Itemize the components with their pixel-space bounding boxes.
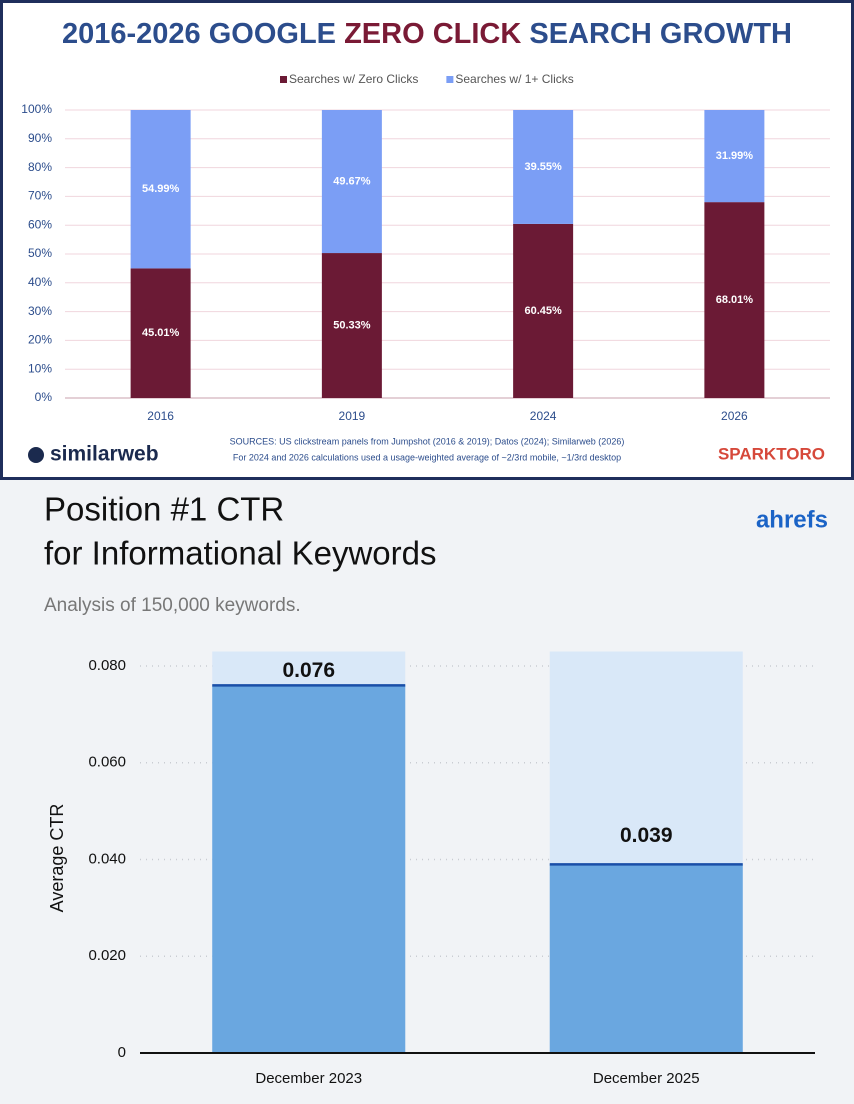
bar xyxy=(212,685,406,1053)
chart-title: for Informational Keywords xyxy=(44,535,437,572)
y-tick-label: 0.060 xyxy=(88,754,126,771)
value-label: 49.67% xyxy=(333,175,371,187)
y-tick-label: 70% xyxy=(28,189,52,203)
bar-segment xyxy=(130,110,191,269)
y-tick-label: 40% xyxy=(28,275,52,289)
bar-segment xyxy=(704,202,765,398)
title-part: 2016-2026 GOOGLE xyxy=(62,18,344,50)
bar-segment xyxy=(130,268,191,398)
y-tick-label: 0.020 xyxy=(88,947,126,964)
value-label: 50.33% xyxy=(333,319,371,331)
chart-subtitle: Analysis of 150,000 keywords. xyxy=(44,595,301,616)
title-part: ZERO CLICK xyxy=(344,18,521,50)
brand: ahrefs xyxy=(756,506,828,533)
y-axis-label: Average CTR xyxy=(47,804,67,913)
y-tick-label: 30% xyxy=(28,304,52,318)
bar-segment xyxy=(704,110,765,203)
value-label: 68.01% xyxy=(716,294,754,306)
chart-title: 2016-2026 GOOGLE ZERO CLICK SEARCH GROWT… xyxy=(62,18,792,50)
y-tick-label: 10% xyxy=(28,361,52,375)
x-tick-label: December 2025 xyxy=(593,1070,700,1087)
y-tick-label: 0% xyxy=(35,390,53,404)
y-tick-label: 50% xyxy=(28,246,52,260)
y-tick-label: 60% xyxy=(28,217,52,231)
source-note: For 2024 and 2026 calculations used a us… xyxy=(233,452,621,462)
value-label: 0.076 xyxy=(282,659,335,682)
bar xyxy=(549,864,743,1053)
legend-swatch xyxy=(280,76,287,83)
value-label: 39.55% xyxy=(524,161,562,173)
chart-title: Position #1 CTR xyxy=(44,491,284,528)
y-tick-label: 0 xyxy=(118,1044,126,1061)
bar-segment xyxy=(321,110,382,254)
x-tick-label: 2019 xyxy=(339,409,366,423)
x-tick-label: 2024 xyxy=(530,409,557,423)
y-tick-label: 0.080 xyxy=(88,657,126,674)
y-tick-label: 80% xyxy=(28,160,52,174)
value-label: 31.99% xyxy=(716,150,754,162)
y-tick-label: 90% xyxy=(28,131,52,145)
source-note: SOURCES: US clickstream panels from Jump… xyxy=(230,436,625,446)
y-tick-label: 20% xyxy=(28,333,52,347)
x-tick-label: 2026 xyxy=(721,409,748,423)
logo: SPARKTORO xyxy=(718,444,825,463)
legend-label: Searches w/ 1+ Clicks xyxy=(455,72,573,86)
value-label: 45.01% xyxy=(142,327,180,339)
x-tick-label: 2016 xyxy=(147,409,174,423)
logo-icon xyxy=(28,447,44,463)
legend-label: Searches w/ Zero Clicks xyxy=(289,72,418,86)
logo: similarweb xyxy=(50,443,159,466)
bar-segment xyxy=(321,253,382,398)
value-label: 54.99% xyxy=(142,183,180,195)
bar-segment xyxy=(513,110,574,224)
title-part: SEARCH GROWTH xyxy=(521,18,792,50)
x-tick-label: December 2023 xyxy=(255,1070,362,1087)
y-tick-label: 0.040 xyxy=(88,850,126,867)
value-label: 60.45% xyxy=(524,305,562,317)
legend-swatch xyxy=(446,76,454,83)
bar-segment xyxy=(513,223,574,398)
y-tick-label: 100% xyxy=(21,102,52,116)
value-label: 0.039 xyxy=(620,824,673,847)
